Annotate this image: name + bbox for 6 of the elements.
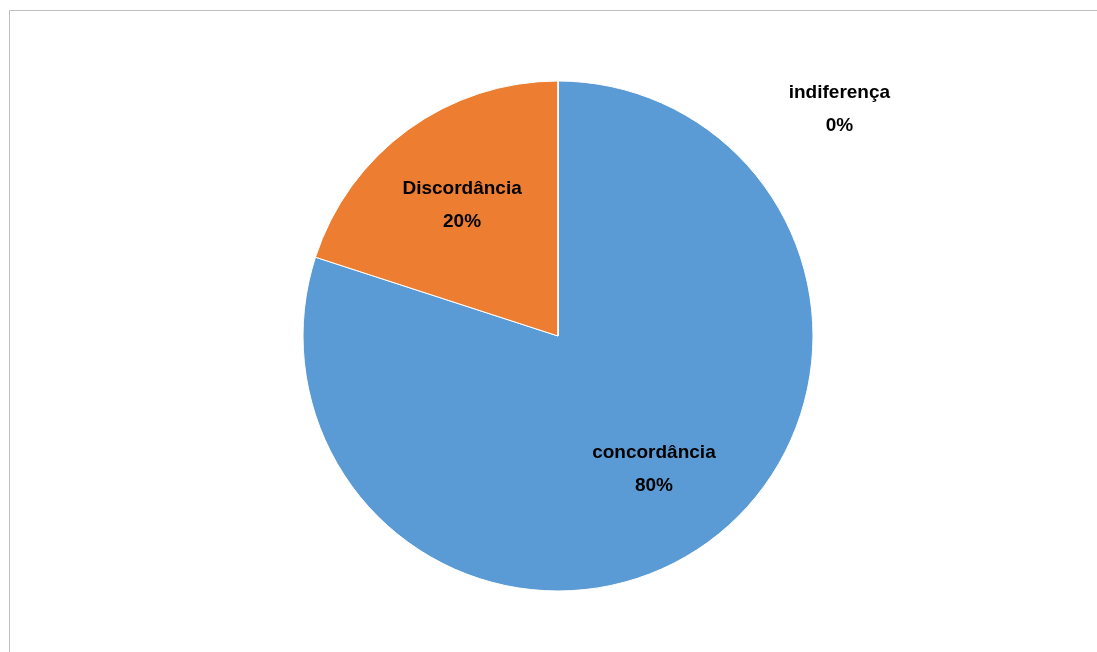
text: 0% — [825, 114, 854, 136]
data-label: 20% — [443, 209, 482, 231]
slice-label: Discordância — [402, 176, 523, 198]
category-label: indiferença — [788, 81, 891, 103]
data-label: 80% — [634, 474, 674, 496]
slice-label: concordância — [592, 441, 717, 463]
